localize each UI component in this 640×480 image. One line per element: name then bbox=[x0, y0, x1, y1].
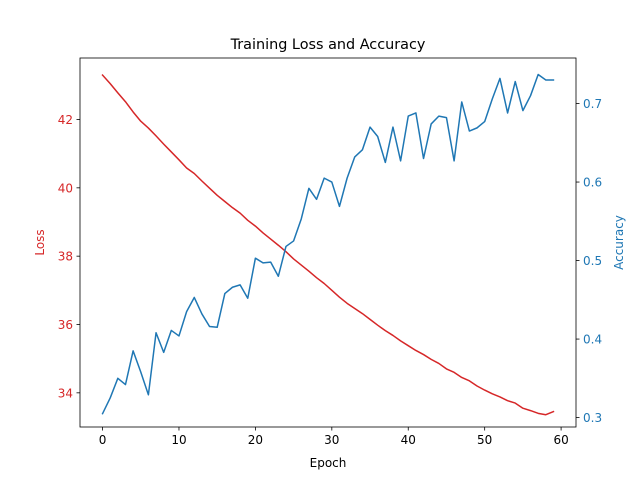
x-tick-label: 0 bbox=[99, 433, 107, 447]
x-tick-label: 50 bbox=[477, 433, 492, 447]
left-axis-label: Loss bbox=[33, 229, 47, 255]
right-tick-label: 0.7 bbox=[583, 97, 602, 111]
loss-series-line bbox=[101, 74, 555, 416]
right-tick-label: 0.5 bbox=[583, 254, 602, 268]
right-tick-label: 0.4 bbox=[583, 333, 602, 347]
left-tick-label: 38 bbox=[58, 250, 73, 264]
left-tick-label: 40 bbox=[58, 181, 73, 195]
x-tick-label: 30 bbox=[324, 433, 339, 447]
left-tick-label: 42 bbox=[58, 113, 73, 127]
x-tick-label: 20 bbox=[248, 433, 263, 447]
plot-layer: 0 10 20 30 40 50 60 34 36 38 40 42 0.3 0.4 0.5 0.6 0.7 bbox=[58, 73, 602, 447]
right-tick-label: 0.3 bbox=[583, 411, 602, 425]
x-axis-label: Epoch bbox=[310, 456, 347, 470]
left-tick-label: 34 bbox=[58, 386, 73, 400]
accuracy-series-line bbox=[101, 73, 555, 415]
x-tick-label: 40 bbox=[401, 433, 416, 447]
x-tick-label: 60 bbox=[553, 433, 568, 447]
right-tick-label: 0.6 bbox=[583, 176, 602, 190]
plot-frame bbox=[79, 57, 577, 428]
x-tick-label: 10 bbox=[171, 433, 186, 447]
right-axis-label: Accuracy bbox=[612, 215, 626, 270]
chart-title: Training Loss and Accuracy bbox=[230, 37, 426, 53]
left-tick-label: 36 bbox=[58, 318, 73, 332]
